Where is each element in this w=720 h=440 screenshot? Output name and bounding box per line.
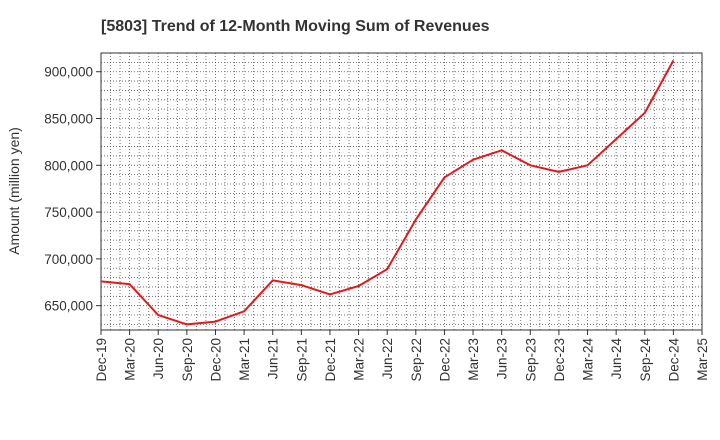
- x-tick-label: Mar-22: [352, 338, 367, 381]
- x-tick-label: Jun-23: [495, 338, 510, 379]
- x-tick-label: Dec-23: [552, 338, 567, 382]
- x-tick-label: Dec-24: [666, 338, 681, 382]
- y-tick-label: 650,000: [44, 299, 93, 314]
- y-tick-label: 850,000: [44, 112, 93, 127]
- y-axis-label: Amount (million yen): [6, 127, 22, 255]
- x-tick-label: Mar-23: [466, 338, 481, 381]
- y-tick-label: 750,000: [44, 205, 93, 220]
- x-tick-label: Sep-23: [523, 338, 538, 382]
- chart-title: [5803] Trend of 12-Month Moving Sum of R…: [101, 18, 490, 35]
- x-tick-label: Dec-19: [94, 338, 109, 382]
- x-tick-label: Dec-20: [208, 338, 223, 382]
- x-tick-label: Jun-21: [266, 338, 281, 379]
- x-tick-label: Mar-24: [581, 338, 596, 381]
- grid: [100, 52, 703, 330]
- x-tick-label: Mar-25: [695, 338, 710, 381]
- series-points: [100, 60, 674, 325]
- y-axis-ticks: 650,000 700,000 750,000 800,000 850,000 900,0…: [44, 65, 101, 314]
- x-tick-label: Mar-20: [123, 338, 138, 381]
- x-tick-label: Dec-22: [437, 338, 452, 382]
- x-tick-label: Mar-21: [237, 338, 252, 381]
- x-tick-label: Sep-22: [409, 338, 424, 382]
- x-tick-label: Sep-21: [294, 338, 309, 382]
- y-tick-label: 900,000: [44, 65, 93, 80]
- x-tick-label: Sep-20: [180, 338, 195, 382]
- x-tick-label: Dec-21: [323, 338, 338, 382]
- x-axis-ticks: Dec-19 Mar-20 Jun-20 Sep-20 Dec-20 Mar-21 Jun-…: [94, 330, 710, 382]
- x-tick-label: Jun-24: [609, 338, 624, 380]
- y-tick-label: 700,000: [44, 252, 93, 267]
- x-tick-label: Sep-24: [638, 338, 653, 382]
- y-tick-label: 800,000: [44, 158, 93, 173]
- x-tick-label: Jun-22: [380, 338, 395, 379]
- x-tick-label: Jun-20: [151, 338, 166, 379]
- plot-frame: [100, 52, 703, 331]
